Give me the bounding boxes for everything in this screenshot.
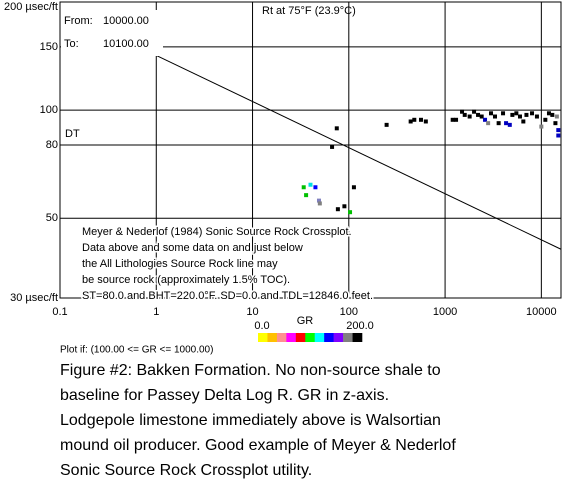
data-point [454, 117, 459, 122]
annotation: ST=80.0 and BHT=220.0°F. SD=0.0 and TDL=… [82, 290, 373, 302]
data-point [530, 111, 535, 116]
range-from-label: From: [64, 15, 93, 27]
y-tick-label: 200 µsec/ft [4, 1, 58, 13]
filter-note: Plot if: (100.00 <= GR <= 1000.00) [60, 345, 213, 356]
data-point [514, 111, 519, 116]
data-point [335, 207, 340, 212]
x-tick-label: 0.1 [52, 306, 67, 318]
annotation: the All Lithologies Source Rock line may [82, 258, 278, 270]
data-point [462, 112, 467, 117]
data-point [543, 117, 548, 122]
caption-line: baseline for Passey Delta Log R. GR in z… [60, 387, 389, 404]
range-to: 10100.00 [103, 38, 149, 50]
color-swatch [258, 333, 268, 342]
data-point [472, 109, 477, 114]
data-point [313, 185, 318, 190]
annotation: Meyer & Nederlof (1984) Sonic Source Roc… [82, 226, 352, 238]
data-point [308, 182, 313, 187]
x-tick-label: 1000 [433, 306, 457, 318]
color-swatch [352, 333, 363, 342]
data-point [496, 121, 501, 126]
x-tick-label: 10000 [526, 306, 557, 318]
x-tick-label: 10 [246, 306, 258, 318]
color-scale-max: 200.0 [346, 320, 374, 332]
data-point [553, 121, 558, 126]
chart-title: Rt at 75°F (23.9°C) [262, 5, 356, 17]
source-rock-line [156, 54, 562, 250]
annotation: be source rock (approximately 1.5% TOC). [82, 274, 290, 286]
data-point [423, 119, 428, 124]
data-point [517, 114, 522, 119]
y-tick-label: 30 µsec/ft [10, 292, 58, 304]
data-point [348, 210, 353, 215]
color-scale-label: GR [297, 315, 314, 327]
color-scale-min: 0.0 [254, 320, 269, 332]
data-point [539, 124, 544, 129]
color-swatch [324, 333, 334, 342]
data-point [556, 128, 561, 133]
data-point [467, 114, 472, 119]
caption-line: mound oil producer. Good example of Meye… [60, 437, 456, 454]
data-point [408, 119, 413, 124]
data-point [450, 117, 455, 122]
data-point [316, 198, 321, 203]
data-point [554, 114, 559, 119]
x-tick-label: 100 [340, 306, 358, 318]
color-swatch [305, 333, 316, 342]
data-point [521, 119, 526, 124]
color-swatch [295, 333, 306, 342]
caption-line: Sonic Source Rock Crossplot utility. [60, 462, 312, 479]
annotation: Data above and some data on and just bel… [82, 242, 303, 254]
y-axis-label: DT [65, 128, 80, 140]
data-point [301, 185, 306, 190]
data-point [412, 117, 417, 122]
data-point [524, 112, 529, 117]
data-point [489, 111, 494, 116]
data-point [483, 117, 488, 122]
color-swatch [267, 333, 278, 342]
data-point [492, 114, 497, 119]
data-point [507, 122, 512, 127]
data-point [504, 121, 509, 126]
caption-line: Lodgepole limestone immediately above is… [60, 412, 441, 429]
data-point [550, 112, 555, 117]
data-point [317, 201, 322, 206]
data-point [479, 114, 484, 119]
range-box [61, 10, 163, 56]
data-point [486, 121, 491, 126]
caption-line: Figure #2: Bakken Formation. No non-sour… [60, 362, 441, 379]
range-to-label: To: [64, 38, 79, 50]
color-swatch [314, 333, 325, 342]
data-point [304, 193, 309, 198]
data-point [510, 112, 515, 117]
y-tick-label: 50 [46, 212, 58, 224]
color-swatch [286, 333, 297, 342]
color-swatch [343, 333, 353, 342]
data-point [546, 111, 551, 116]
color-swatch [333, 333, 344, 342]
y-tick-label: 150 [40, 41, 58, 53]
data-point [460, 109, 465, 114]
color-swatch [276, 333, 287, 342]
data-point [534, 114, 539, 119]
data-point [334, 126, 339, 131]
data-point [330, 144, 335, 149]
data-point [501, 111, 506, 116]
data-point [351, 185, 356, 190]
x-tick-label: 1 [153, 306, 159, 318]
y-tick-label: 80 [46, 139, 58, 151]
data-point [342, 204, 347, 209]
data-point [556, 133, 561, 138]
data-point [476, 112, 481, 117]
data-point [418, 117, 423, 122]
range-from: 10000.00 [103, 15, 149, 27]
data-point [384, 122, 389, 127]
y-tick-label: 100 [40, 104, 58, 116]
